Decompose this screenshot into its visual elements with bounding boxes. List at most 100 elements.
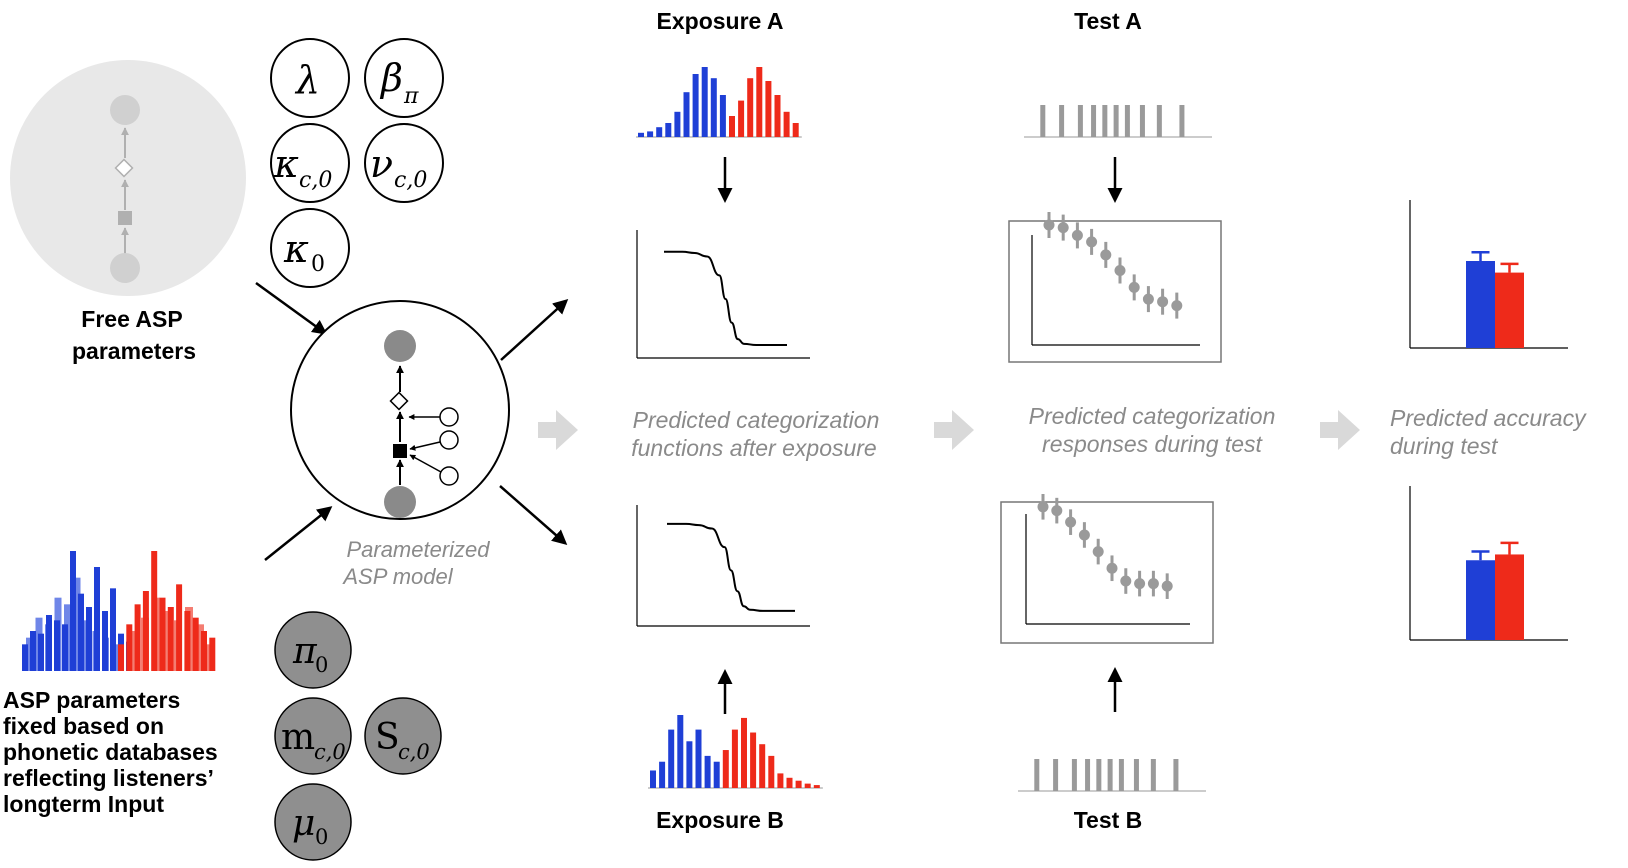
histogram-bar [783, 111, 790, 137]
response-point [1147, 578, 1159, 590]
response-point [1043, 219, 1055, 231]
histogram-bar [692, 74, 699, 137]
param-mu-0: μ 0 [274, 783, 352, 861]
model-param-node-2 [439, 430, 459, 450]
param-s-symbol: S [375, 717, 400, 758]
longterm-bar [151, 551, 158, 671]
categorization-curve-a [664, 250, 787, 347]
histogram-bar [795, 780, 802, 788]
exposure-b-title: Exposure B [656, 807, 784, 833]
longterm-bar [209, 637, 216, 671]
pred-cat-resp-line1: Predicted categorization [1029, 403, 1276, 429]
response-point [1134, 578, 1146, 590]
longterm-bar [201, 631, 207, 671]
stimulus-tick [1150, 759, 1156, 791]
histogram-bar [704, 755, 711, 788]
param-nu-sub: c,0 [394, 168, 427, 193]
histogram-bar [792, 123, 799, 137]
response-point [1161, 580, 1173, 592]
stimulus-tick [1156, 105, 1162, 137]
model-square-node [393, 444, 407, 458]
histogram-bar [665, 123, 672, 137]
histogram-bar [677, 715, 684, 788]
response-point [1065, 516, 1077, 528]
test-a-stimuli [1024, 105, 1212, 138]
fixed-params-line-5: longterm Input [3, 791, 164, 817]
longterm-bar [22, 644, 28, 671]
response-point [1100, 249, 1112, 261]
stimulus-tick [1053, 759, 1059, 791]
stimulus-tick [1034, 759, 1040, 791]
stimulus-tick [1173, 759, 1179, 791]
accuracy-b-panel [1409, 486, 1568, 641]
stimulus-tick [1139, 105, 1145, 137]
free-asp-panel: Free ASP parameters [10, 60, 246, 364]
response-point [1171, 300, 1183, 312]
stimulus-tick [1133, 759, 1139, 791]
param-nu-symbol: ν [370, 142, 393, 186]
histogram-bar [768, 755, 775, 788]
param-s-c0: S c,0 [364, 697, 442, 775]
flow-arrow-1 [538, 410, 578, 450]
test-b-stimuli [1018, 759, 1206, 792]
longterm-bar [167, 607, 174, 671]
grayed-square-node [118, 211, 132, 225]
fixed-params-text: ASP parameters fixed based on phonetic d… [3, 687, 218, 817]
histogram-bar [638, 132, 644, 137]
histogram-bar [686, 741, 693, 788]
exposure-b-histogram [648, 715, 823, 789]
categorization-function-a-panel [636, 230, 810, 359]
histogram-bar [683, 92, 690, 137]
param-pi-symbol: π [292, 631, 318, 672]
histogram-bar [731, 729, 738, 788]
longterm-bar [54, 620, 60, 671]
accuracy-bar [1466, 560, 1495, 640]
param-nu-c0: ν c,0 [364, 123, 444, 203]
histogram-bar [786, 777, 793, 788]
param-lambda: λ [270, 38, 350, 118]
param-beta-symbol: β [379, 56, 403, 100]
pred-cat-resp-line2: responses during test [1042, 431, 1264, 457]
response-point [1051, 505, 1063, 517]
param-kappa-c0-symbol: κ [273, 142, 299, 186]
histogram-bar [659, 761, 666, 788]
stimulus-tick [1179, 105, 1185, 137]
histogram-bar [777, 773, 784, 788]
param-mu-sub: 0 [315, 825, 328, 849]
longterm-bar [102, 611, 108, 671]
stimulus-tick [1040, 105, 1046, 137]
longterm-bar [86, 607, 92, 671]
longterm-bar [62, 624, 68, 671]
param-m-sub: c,0 [314, 740, 346, 764]
stimulus-tick [1077, 105, 1083, 137]
stimulus-tick [1124, 105, 1130, 137]
response-point [1157, 296, 1169, 308]
test-b-title: Test B [1074, 807, 1143, 833]
accuracy-bar [1495, 554, 1524, 640]
longterm-bar [196, 624, 204, 671]
accuracy-bar [1466, 261, 1495, 348]
longterm-bar [192, 617, 199, 671]
parameterized-model: Parameterized ASP model [290, 300, 510, 589]
longterm-bar [46, 615, 52, 671]
histogram-bar [722, 750, 729, 788]
histogram-bar [656, 127, 663, 137]
fixed-param-circles: π 0 m c,0 S c,0 μ 0 [274, 611, 442, 861]
exposure-a-histogram [636, 67, 802, 138]
response-point [1128, 281, 1140, 293]
histogram-bar [713, 761, 720, 788]
stimulus-tick [1059, 105, 1065, 137]
histogram-bar [741, 717, 747, 788]
histogram-bar [668, 729, 675, 788]
stimulus-tick [1118, 759, 1124, 791]
longterm-bar [163, 611, 171, 671]
model-param-node-3 [439, 466, 459, 486]
param-mu-symbol: μ [292, 803, 315, 844]
histogram-bar [647, 131, 654, 137]
grayed-top-node [110, 95, 140, 125]
histogram-bar [729, 116, 735, 137]
histogram-bar [759, 744, 766, 788]
test-b-response-panel [1000, 494, 1214, 644]
response-point [1114, 265, 1126, 276]
